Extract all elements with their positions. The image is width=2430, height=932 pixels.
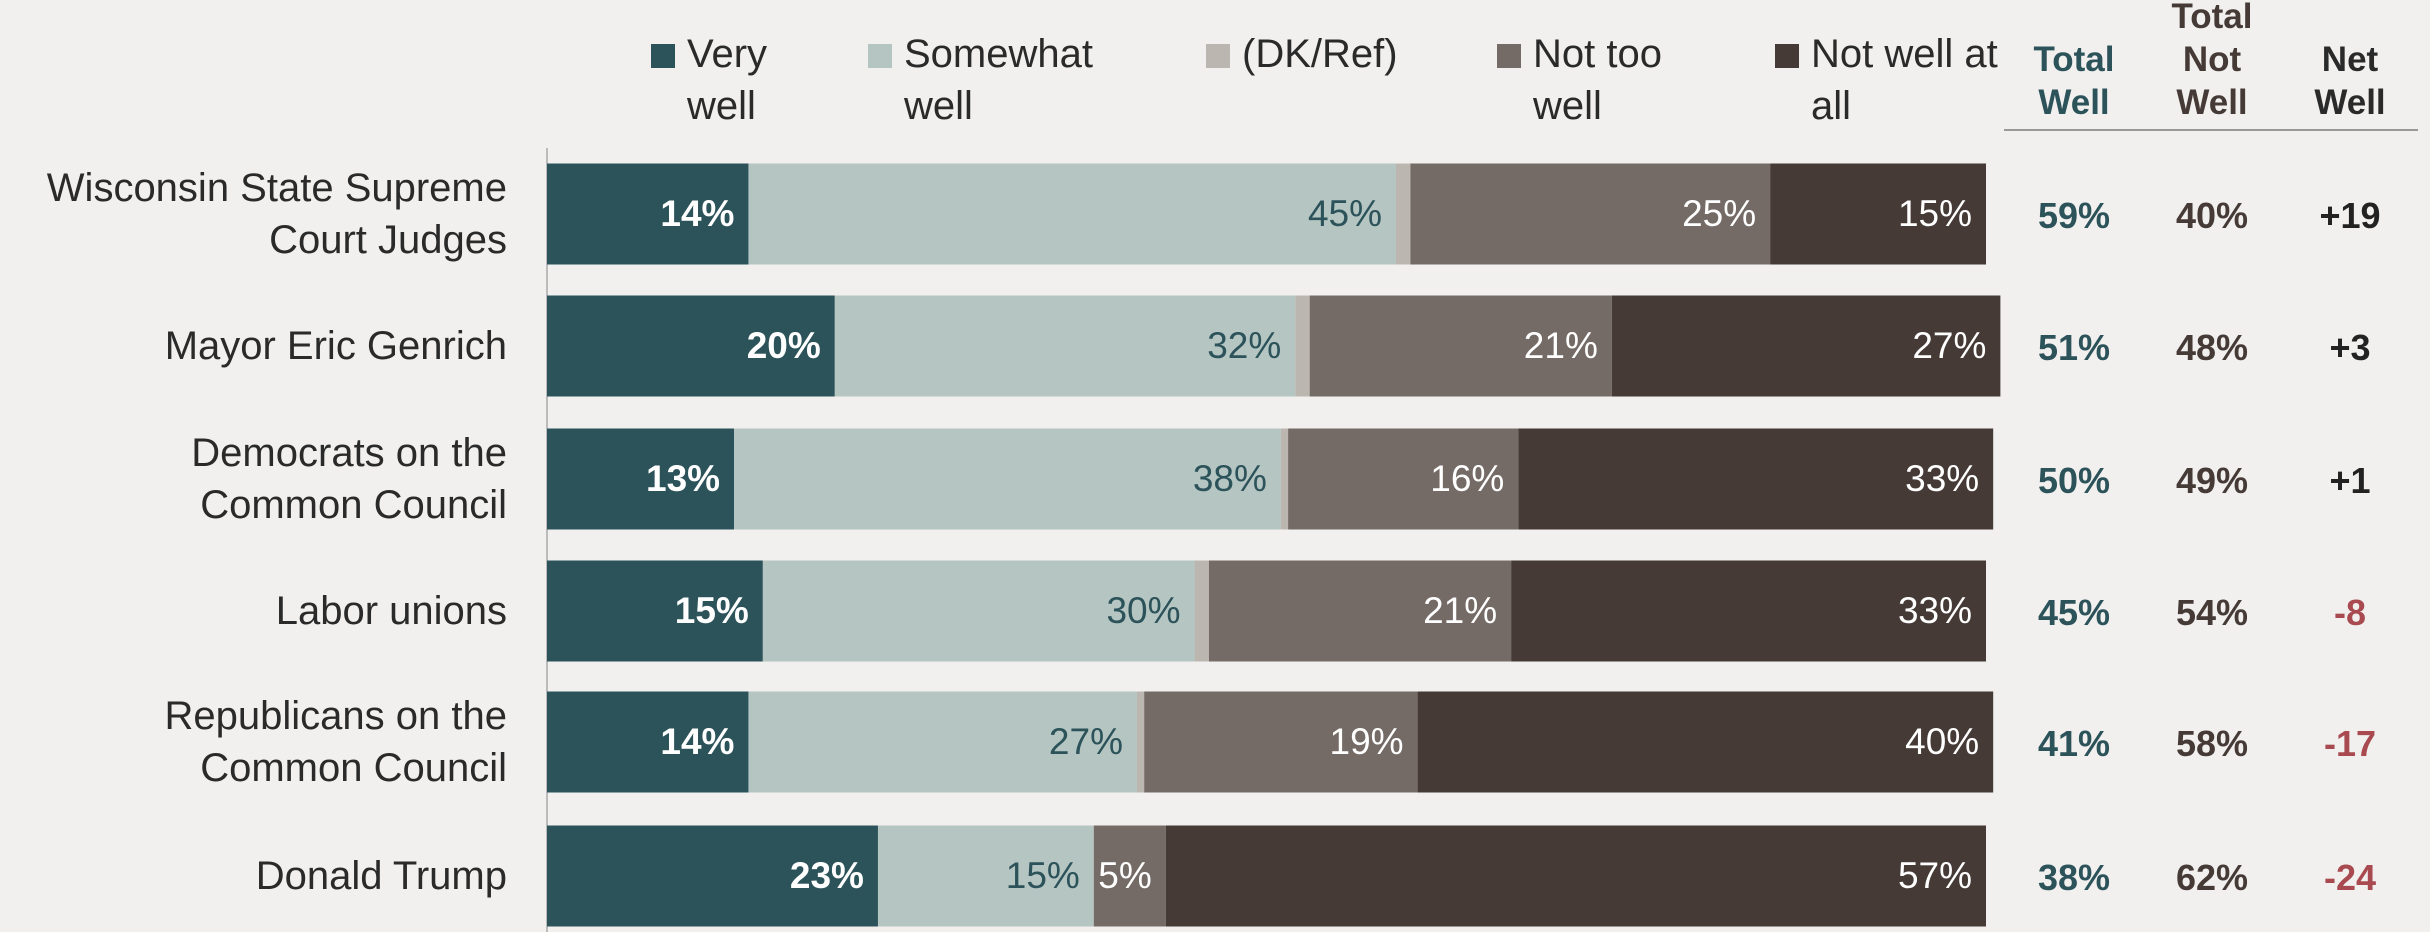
category-label: Mayor Eric Genrich bbox=[164, 324, 507, 368]
value-label: 33% bbox=[1905, 458, 1979, 499]
value-label: 15% bbox=[675, 590, 749, 631]
legend-swatch bbox=[1497, 44, 1521, 68]
table-cell: 38% bbox=[2037, 857, 2111, 898]
table-cell: -17 bbox=[2323, 723, 2377, 764]
legend-swatch bbox=[1206, 44, 1230, 68]
table-cell: 41% bbox=[2037, 723, 2111, 764]
value-label: 14% bbox=[660, 193, 734, 234]
table-cell: 49% bbox=[2175, 460, 2249, 501]
bar-segment bbox=[1288, 428, 1519, 530]
category-label: Labor unions bbox=[275, 589, 507, 633]
bar-segment bbox=[1518, 428, 1994, 530]
value-label: 33% bbox=[1898, 590, 1972, 631]
column-header: Total Well bbox=[2033, 40, 2115, 122]
value-label: 19% bbox=[1330, 721, 1404, 762]
value-label: 27% bbox=[1912, 325, 1986, 366]
category-label: Wisconsin State Supreme Court Judges bbox=[46, 166, 507, 262]
bar-segment bbox=[1093, 825, 1166, 927]
value-label: 30% bbox=[1106, 590, 1180, 631]
bar-segment bbox=[1165, 825, 1986, 927]
value-label: 27% bbox=[1049, 721, 1123, 762]
bar-segment bbox=[547, 825, 878, 927]
table-cell: +19 bbox=[2319, 195, 2381, 236]
bar-segment bbox=[547, 428, 735, 530]
bar-segment bbox=[762, 560, 1195, 662]
table-cell: 58% bbox=[2175, 723, 2249, 764]
value-label: 16% bbox=[1430, 458, 1504, 499]
category-label: Donald Trump bbox=[255, 854, 507, 898]
value-label: 5% bbox=[1098, 855, 1151, 896]
bar-segment bbox=[1770, 163, 1986, 265]
bar-segment bbox=[1208, 560, 1512, 662]
value-label: 57% bbox=[1898, 855, 1972, 896]
value-label: 38% bbox=[1193, 458, 1267, 499]
bar-segment bbox=[547, 163, 749, 265]
value-label: 32% bbox=[1207, 325, 1281, 366]
value-label: 20% bbox=[747, 325, 821, 366]
legend-label: (DK/Ref) bbox=[1242, 32, 1398, 76]
table-cell: 59% bbox=[2037, 195, 2111, 236]
table-cell: 45% bbox=[2037, 592, 2111, 633]
legend-item: (DK/Ref) bbox=[1206, 28, 1472, 80]
bar-segment bbox=[547, 560, 763, 662]
bar-segment bbox=[1396, 163, 1411, 265]
legend-item: Not well at all bbox=[1775, 28, 2011, 132]
column-header: Total Not Well bbox=[2171, 0, 2253, 122]
bar-segment bbox=[1136, 691, 1145, 793]
table-cell: +3 bbox=[2329, 327, 2371, 368]
column-header: Net Well bbox=[2314, 40, 2386, 122]
table-cell: 54% bbox=[2175, 592, 2249, 633]
value-label: 45% bbox=[1308, 193, 1382, 234]
bar-segment bbox=[1309, 295, 1612, 397]
legend-swatch bbox=[1775, 44, 1799, 68]
bar-segment bbox=[734, 428, 1281, 530]
category-label: Republicans on the Common Council bbox=[164, 694, 507, 790]
value-label: 21% bbox=[1423, 590, 1497, 631]
bar-segment bbox=[834, 295, 1296, 397]
legend-label: Not too well bbox=[1533, 32, 1662, 128]
table-cell: -8 bbox=[2333, 592, 2367, 633]
legend-swatch bbox=[651, 44, 675, 68]
bar-segment bbox=[1194, 560, 1209, 662]
value-label: 40% bbox=[1905, 721, 1979, 762]
value-label: 25% bbox=[1682, 193, 1756, 234]
bar-segment bbox=[1611, 295, 2001, 397]
table-cell: -24 bbox=[2323, 857, 2377, 898]
bar-segment bbox=[1295, 295, 1310, 397]
bar-segment bbox=[1144, 691, 1418, 793]
bar-segment bbox=[1511, 560, 1986, 662]
bar-segment bbox=[748, 691, 1137, 793]
legend-item: Somewhat well bbox=[868, 28, 1104, 132]
bar-segment bbox=[1417, 691, 1994, 793]
table-cell: 51% bbox=[2037, 327, 2111, 368]
category-label: Democrats on the Common Council bbox=[191, 431, 507, 527]
bar-segment bbox=[547, 295, 835, 397]
table-cell: 40% bbox=[2175, 195, 2249, 236]
value-label: 21% bbox=[1524, 325, 1598, 366]
value-label: 14% bbox=[660, 721, 734, 762]
value-label: 13% bbox=[646, 458, 720, 499]
legend-item: Not too well bbox=[1497, 28, 1733, 132]
legend-label: Somewhat well bbox=[904, 32, 1093, 128]
table-cell: 50% bbox=[2037, 460, 2111, 501]
value-label: 23% bbox=[790, 855, 864, 896]
table-cell: 62% bbox=[2175, 857, 2249, 898]
value-label: 15% bbox=[1898, 193, 1972, 234]
table-cell: +1 bbox=[2329, 460, 2371, 501]
bar-segment bbox=[1410, 163, 1771, 265]
table-cell: 48% bbox=[2175, 327, 2249, 368]
legend-item: Very well bbox=[651, 28, 797, 132]
bar-segment bbox=[547, 691, 749, 793]
legend-label: Not well at all bbox=[1811, 32, 1998, 128]
bar-segment bbox=[748, 163, 1397, 265]
legend-label: Very well bbox=[687, 32, 768, 128]
value-label: 15% bbox=[1006, 855, 1080, 896]
legend-swatch bbox=[868, 44, 892, 68]
bar-segment bbox=[1280, 428, 1289, 530]
bar-segment bbox=[877, 825, 1094, 927]
